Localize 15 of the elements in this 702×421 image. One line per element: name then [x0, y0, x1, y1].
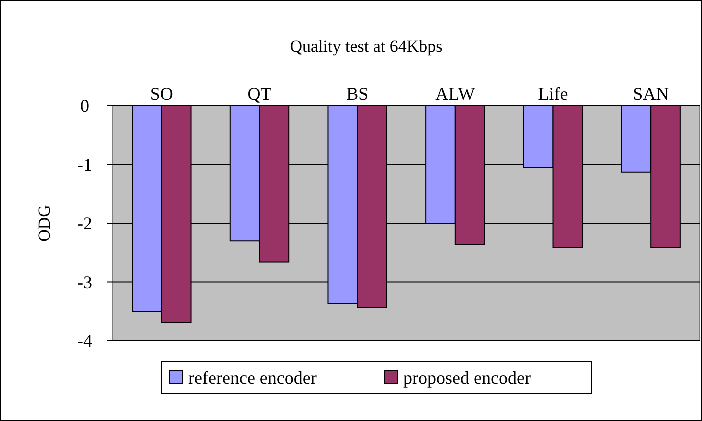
x-tick-label: SO [150, 84, 174, 104]
legend-label: reference encoder [188, 368, 317, 388]
y-tick-label: -4 [78, 331, 92, 351]
legend-label: proposed encoder [404, 368, 531, 388]
y-axis-title: ODG [35, 205, 54, 242]
y-tick-label: 0 [80, 96, 90, 116]
y-tick-label: -1 [78, 154, 92, 175]
x-tick-label: Life [538, 84, 568, 104]
x-tick-label: BS [346, 84, 369, 104]
x-tick-label: SAN [633, 84, 670, 104]
chart-title: Quality test at 64Kbps [290, 37, 443, 56]
x-tick-label: ALW [436, 84, 476, 104]
x-tick-label: QT [248, 84, 272, 104]
y-tick-label: -2 [78, 214, 92, 234]
y-tick-label: -3 [78, 272, 92, 292]
